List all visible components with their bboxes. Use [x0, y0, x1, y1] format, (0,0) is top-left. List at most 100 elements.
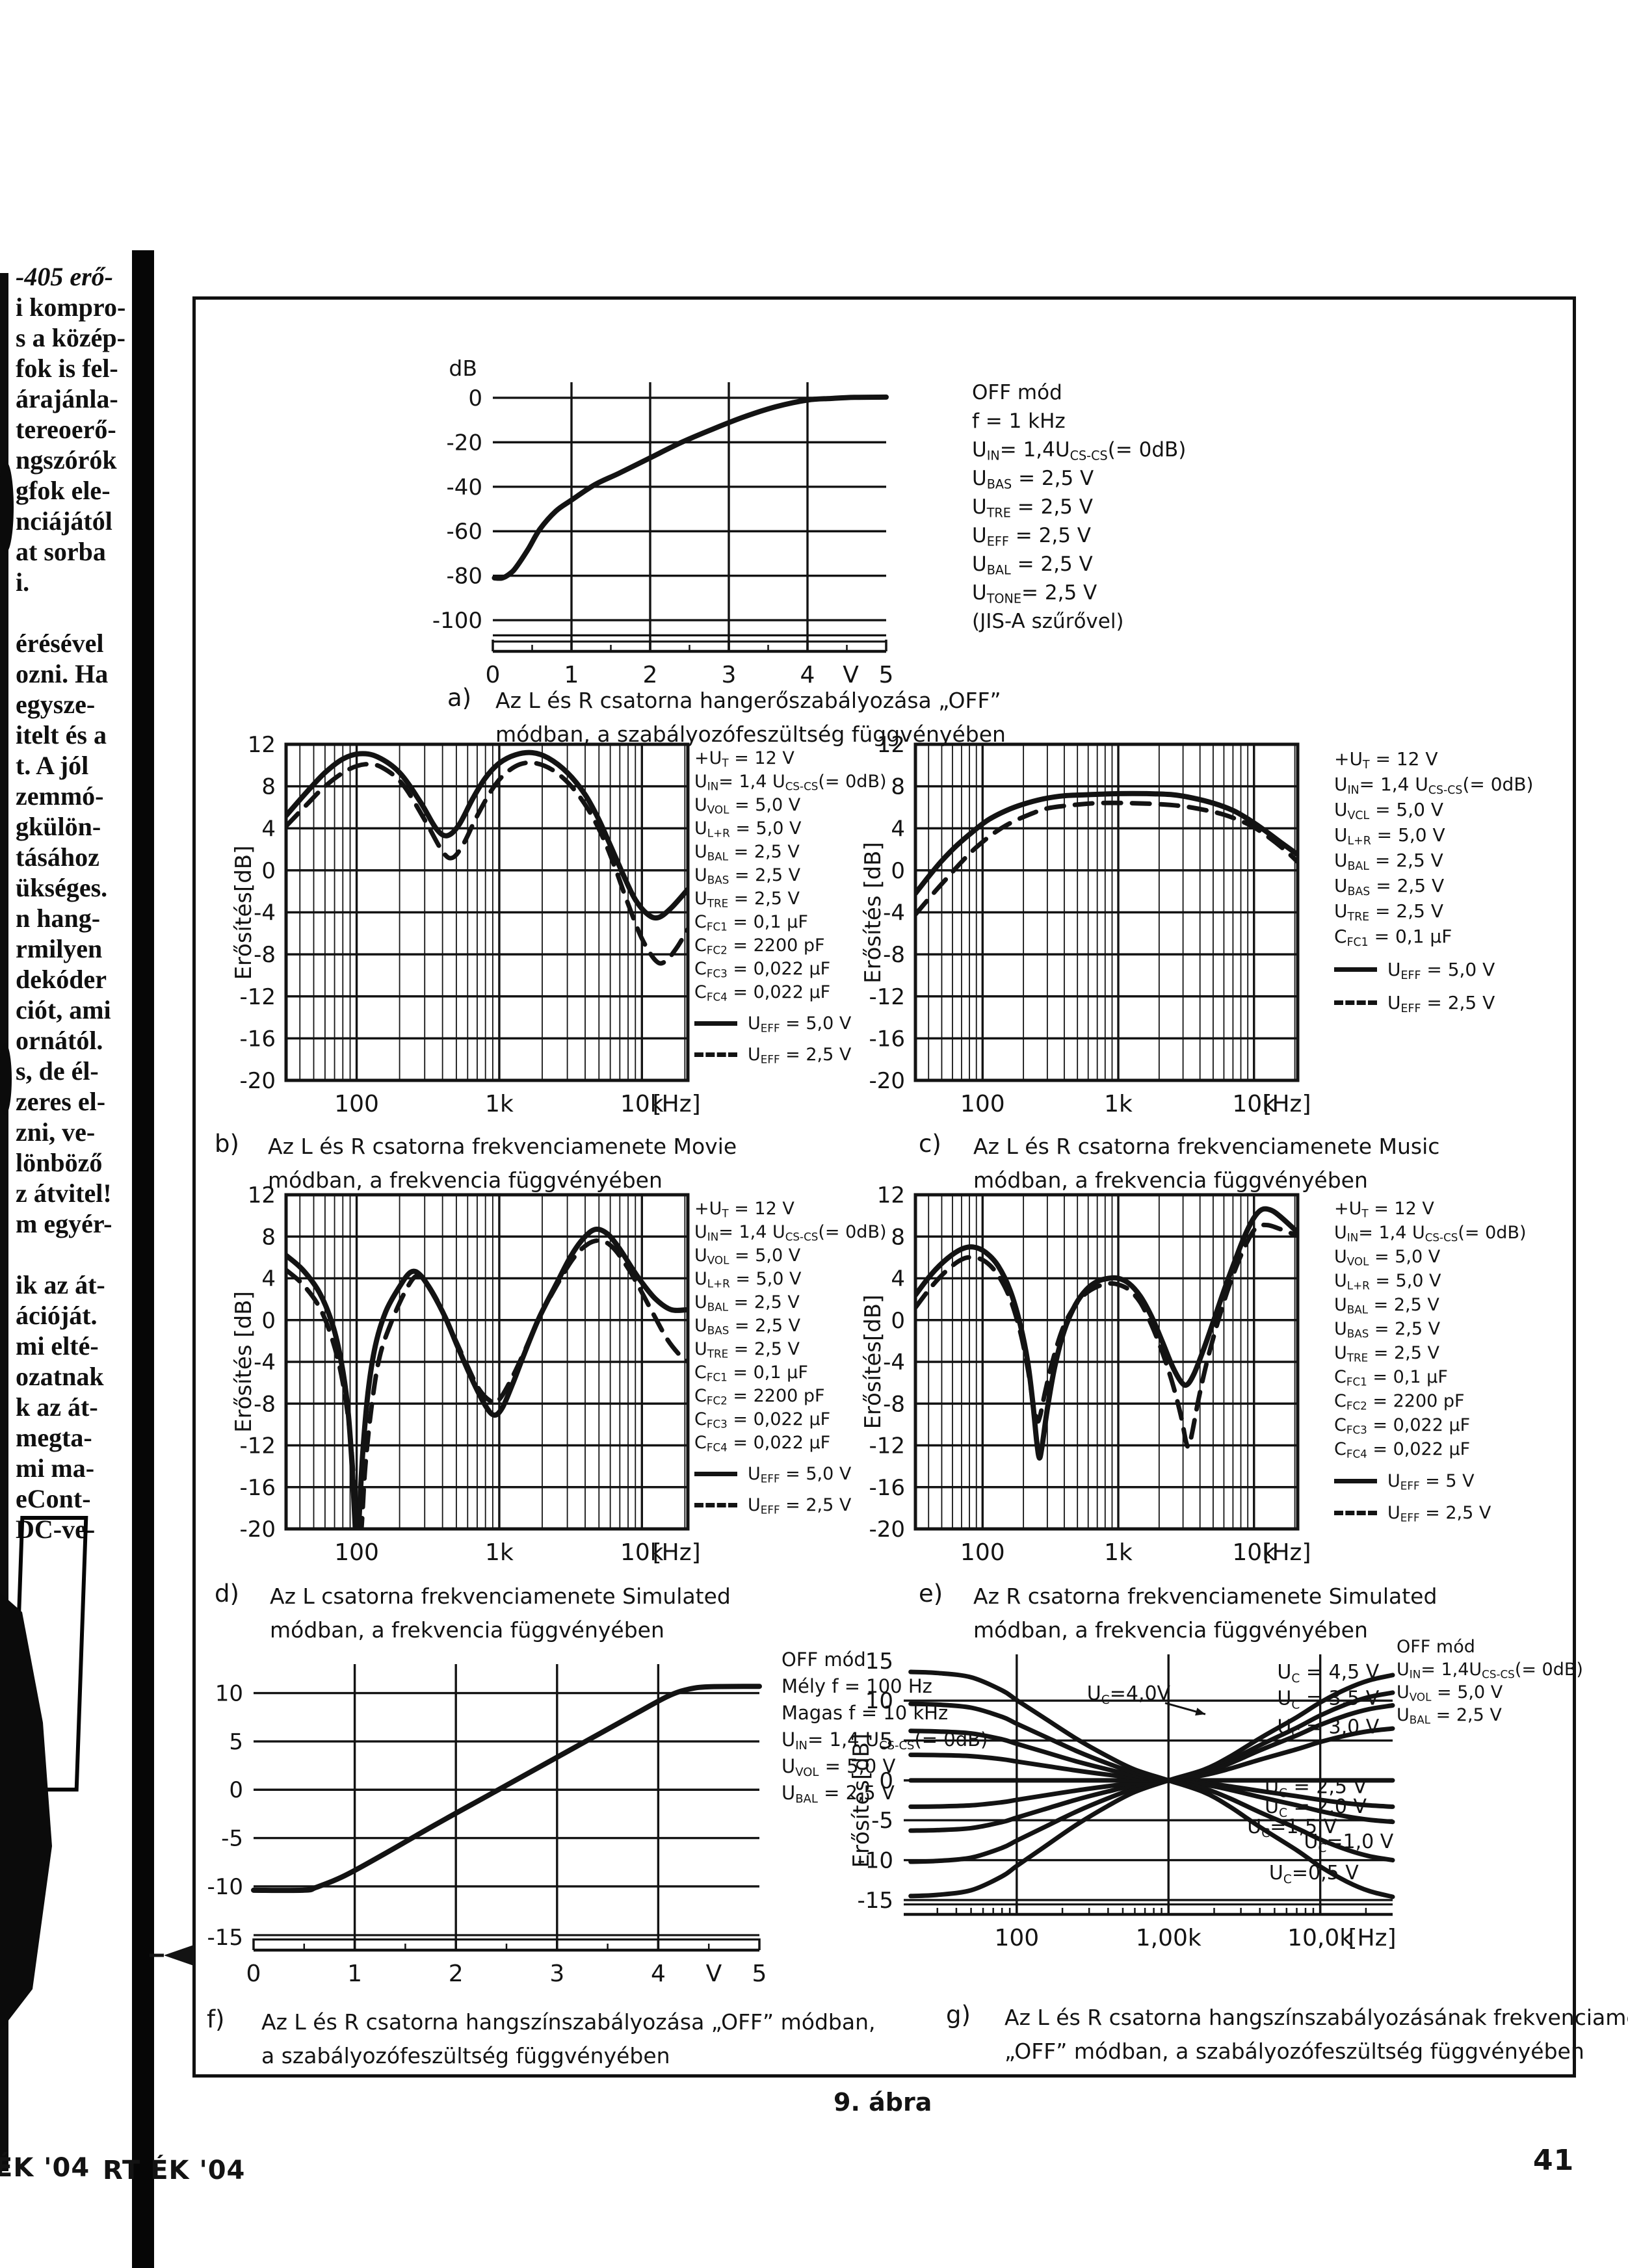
condition-text: CFC4 = 0,022 µF [694, 1432, 831, 1454]
condition-text: UBAS = 2,5 V [694, 1315, 801, 1337]
caption-line: Az L és R csatorna hangerőszabályozása „… [495, 688, 1001, 713]
condition-text: UBAS = 2,5 V [694, 865, 801, 887]
body-text-line: mi ma- [16, 1453, 95, 1483]
condition-text: UTRE = 2,5 V [1334, 1343, 1439, 1364]
condition-text: UL+R = 5,0 V [1334, 824, 1445, 848]
caption-letter: c) [919, 1130, 941, 1158]
legend-solid-line-icon [694, 1471, 737, 1476]
condition-text: UVOL = 5,0 V [694, 1245, 801, 1267]
caption-line: a szabályozófeszültség függvényében [261, 2043, 670, 2068]
condition-text: UEFF = 2,5 V [1387, 992, 1495, 1015]
condition-line: CFC4 = 0,022 µF [1334, 1437, 1527, 1461]
body-text-line: ciót, ami [16, 995, 111, 1024]
caption-e: e) Az R csatorna frekvenciamenete Simulat… [919, 1580, 1437, 1647]
condition-line: UBAS = 2,5 V [694, 1314, 887, 1337]
condition-text: UEFF = 5,0 V [748, 1013, 852, 1035]
condition-line: UIN= 1,4 UCS-CS(= 0dB) [1334, 1221, 1527, 1245]
legend-solid-line-icon [1334, 967, 1377, 972]
caption-text: Az R csatorna frekvenciamenete Simulated… [973, 1580, 1437, 1647]
condition-text: UTRE = 2,5 V [694, 1338, 800, 1361]
condition-line: CFC2 = 2200 pF [1334, 1389, 1527, 1413]
legend-entry: UEFF = 5,0 V [1334, 957, 1533, 982]
body-text-line: zni, ve- [16, 1117, 96, 1147]
condition-line: UL+R = 5,0 V [694, 1267, 887, 1290]
condition-line: f = 1 kHz [972, 407, 1186, 436]
legend-dashed-line-icon [1334, 1000, 1377, 1005]
condition-line: UVOL = 5,0 V [1334, 1245, 1527, 1269]
condition-text: UIN= 1,4 UCS-CS(= 0dB) [694, 771, 887, 793]
condition-text: UL+R = 5,0 V [694, 1268, 802, 1290]
body-text-line: nciájától [16, 506, 112, 536]
condition-text: UBAS = 2,5 V [972, 467, 1094, 492]
condition-text: CFC1 = 0,1 µF [694, 1362, 808, 1384]
condition-text: CFC2 = 2200 pF [694, 935, 825, 957]
condition-text: CFC4 = 0,022 µF [694, 982, 831, 1004]
caption-line: „OFF” módban, a szabályozófeszültség füg… [1004, 2039, 1584, 2064]
legend-solid-line-icon [1334, 1479, 1377, 1483]
conditions-f: OFF mód Mély f = 100 Hz Magas f = 10 kHz UI… [781, 1646, 988, 1806]
condition-line: CFC3 = 0,022 µF [694, 957, 887, 980]
condition-line: +UT = 12 V [1334, 746, 1533, 772]
condition-line: OFF mód [781, 1646, 988, 1673]
condition-text: UIN= 1,4 UCS-CS(= 0dB) [1334, 1223, 1527, 1244]
body-text-line: z átvitel! [16, 1179, 112, 1208]
condition-text: UEFF = 5,0 V [748, 1463, 852, 1485]
condition-line: UVOL = 5,0 V [694, 1244, 887, 1267]
condition-text: UBAS = 2,5 V [1334, 875, 1445, 898]
body-text-line: mi elté- [16, 1331, 99, 1361]
condition-line: UTRE = 2,5 V [1334, 898, 1533, 924]
condition-text: UBAL = 2,5 V [1334, 850, 1443, 873]
body-text-line: gkülön- [16, 812, 101, 841]
condition-line: UVOL = 5,0 V [781, 1753, 988, 1779]
condition-text: CFC3 = 0,022 µF [694, 1409, 831, 1431]
condition-text: UL+R = 5,0 V [1334, 1271, 1441, 1292]
body-text-line: egysze- [16, 690, 96, 719]
condition-line: OFF mód [1397, 1636, 1583, 1658]
condition-text: UVOL = 5,0 V [781, 1754, 896, 1779]
body-text-line [16, 1239, 130, 1270]
conditions-e: +UT = 12 V UIN= 1,4 UCS-CS(= 0dB) UVOL = 5… [1334, 1197, 1527, 1525]
body-text-line: i kompro- [16, 293, 126, 322]
condition-text: UVOL = 5,0 V [1397, 1682, 1503, 1704]
condition-text: UVCL = 5,0 V [1334, 799, 1444, 822]
condition-line: UTRE = 2,5 V [1334, 1341, 1527, 1365]
legend-entry: UEFF = 2,5 V [694, 1043, 887, 1066]
condition-text: f = 1 kHz [972, 410, 1066, 433]
condition-line: UBAL = 2,5 V [1334, 848, 1533, 873]
caption-line: módban, a frekvencia függvényében [973, 1617, 1368, 1643]
legend-entry: UEFF = 5,0 V [694, 1011, 887, 1035]
condition-line: CFC2 = 2200 pF [694, 1384, 887, 1407]
body-text-line: ozni. Ha [16, 659, 109, 688]
condition-text: UEFF = 5 V [1387, 1471, 1475, 1492]
condition-text: UEFF = 2,5 V [748, 1494, 852, 1517]
condition-line: +UT = 12 V [1334, 1197, 1527, 1221]
caption-line: módban, a frekvencia függvényében [270, 1617, 664, 1643]
body-text-line: n hang- [16, 904, 101, 933]
condition-text: UTRE = 2,5 V [972, 495, 1093, 521]
body-text-line: ornától. [16, 1026, 103, 1055]
condition-line: UTRE = 2,5 V [694, 887, 887, 910]
condition-line: UBAL = 2,5 V [1397, 1704, 1583, 1727]
condition-text: UL+R = 5,0 V [694, 818, 802, 840]
condition-text: UTONE= 2,5 V [972, 581, 1097, 606]
body-text-line: zemmó- [16, 781, 104, 811]
condition-line: UVOL = 5,0 V [1397, 1681, 1583, 1704]
conditions-c: +UT = 12 V UIN= 1,4 UCS-CS(= 0dB) UVCL = 5… [1334, 746, 1533, 1015]
condition-line: UIN= 1,4 UCS-CS(= 0dB) [1334, 772, 1533, 797]
condition-line: UBAL = 2,5 V [694, 1290, 887, 1314]
legend-dashed-line-icon [694, 1502, 737, 1507]
caption-text: Az L és R csatorna hangerőszabályozása „… [495, 684, 1006, 751]
caption-a: a) Az L és R csatorna hangerőszabályozása… [447, 684, 1006, 751]
condition-line: UVCL = 5,0 V [1334, 797, 1533, 822]
condition-line: (JIS-A szűrővel) [972, 607, 1186, 636]
condition-text: Mély f = 100 Hz [781, 1675, 932, 1697]
body-text-line: tásához [16, 842, 99, 872]
condition-text: CFC4 = 0,022 µF [1334, 1439, 1471, 1461]
condition-text: CFC2 = 2200 pF [694, 1385, 825, 1407]
caption-line: Az L és R csatorna frekvenciamenete Musi… [973, 1134, 1440, 1159]
condition-line: UTRE = 2,5 V [972, 493, 1186, 521]
condition-line: CFC1 = 0,1 µF [694, 910, 887, 933]
body-text-column: -405 erő-i kompro-s a közép-fok is fel-á… [16, 261, 130, 1545]
legend-entry: UEFF = 2,5 V [694, 1493, 887, 1517]
body-text-line: érésével [16, 629, 104, 658]
